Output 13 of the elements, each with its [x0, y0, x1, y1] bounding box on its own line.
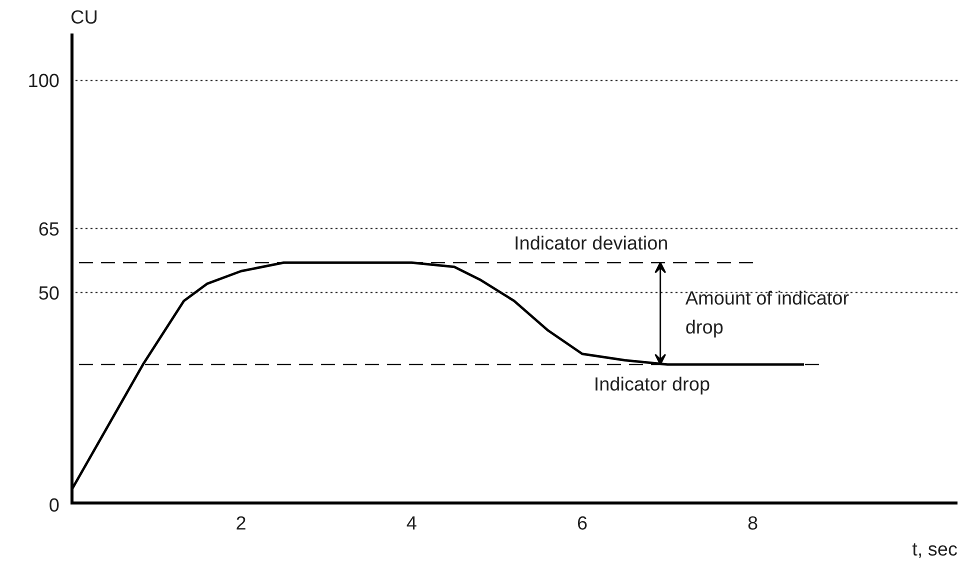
- ref-line-label: Indicator deviation: [514, 234, 668, 255]
- y-tick-label: 0: [48, 496, 60, 516]
- y-axis-title: CU: [70, 8, 98, 28]
- y-tick-label: 65: [38, 220, 60, 241]
- y-tick-label: 100: [28, 71, 60, 92]
- x-tick-label: 2: [236, 514, 246, 534]
- legend-label: Indicator drop: [594, 374, 710, 396]
- annotation: Amount of indicator drop: [685, 288, 850, 339]
- y-tick-label: 50: [38, 283, 60, 304]
- x-tick-label: 4: [406, 514, 418, 534]
- x-tick-label: 6: [576, 514, 588, 534]
- x-axis-title: t, sec: [912, 540, 958, 560]
- x-tick-label: 8: [748, 514, 758, 534]
